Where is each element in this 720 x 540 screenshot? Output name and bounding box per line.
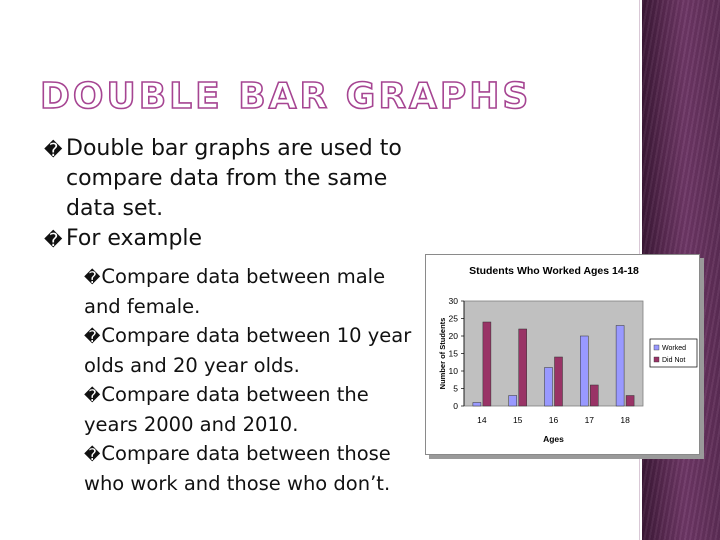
y-tick-label: 10 [449, 366, 459, 376]
legend-label: Did Not [662, 357, 685, 364]
x-tick-label: 15 [513, 415, 523, 425]
bar-worked-17 [580, 335, 589, 407]
bar-did-not-16 [554, 356, 563, 407]
x-axis-label: Ages [543, 434, 564, 444]
bullet-marker-icon: � [44, 230, 63, 251]
legend-box [649, 338, 698, 368]
bullet-text: For example [66, 226, 203, 251]
bar-did-not-15 [518, 328, 527, 407]
sub-bullet-item: �Compare data between 10 year olds and 2… [84, 321, 424, 380]
bullet-item: � Double bar graphs are used to compare … [44, 134, 424, 224]
y-tick-label: 0 [453, 401, 458, 411]
bullet-marker-icon: � [84, 386, 101, 405]
bar-did-not-17 [590, 384, 599, 407]
bullet-list: � Double bar graphs are used to compare … [44, 134, 424, 498]
bar-worked-18 [615, 325, 625, 407]
legend-swatch-did-not [653, 356, 660, 363]
y-tick-label: 5 [453, 384, 458, 394]
y-tick-label: 15 [449, 349, 459, 359]
x-tick-label: 17 [585, 415, 595, 425]
x-tick-label: 14 [477, 415, 487, 425]
sub-bullet-text: Compare data between those who work and … [84, 442, 391, 495]
y-tick-label: 20 [449, 331, 459, 341]
chart-frame: Students Who Worked Ages 14-18 0 5 10 15 20 25… [425, 254, 700, 455]
sub-bullet-item: �Compare data between those who work and… [84, 439, 424, 498]
bar-worked-14 [472, 402, 482, 407]
bullet-item: � For example [44, 224, 424, 254]
sub-bullet-text: Compare data between the years 2000 and … [84, 383, 369, 436]
sub-bullet-item: �Compare data between the years 2000 and… [84, 380, 424, 439]
bar-chart: Students Who Worked Ages 14-18 0 5 10 15 20 25… [438, 265, 698, 444]
bullet-marker-icon: � [84, 445, 101, 464]
sub-bullet-text: Compare data between 10 year olds and 20… [84, 324, 412, 377]
sub-bullet-text: Compare data between male and female. [84, 265, 386, 318]
bullet-text: Double bar graphs are used to compare da… [66, 136, 402, 221]
sub-bullet-item: �Compare data between male and female. [84, 262, 424, 321]
x-tick-label: 18 [620, 415, 630, 425]
bar-did-not-14 [482, 321, 492, 407]
chart-title: Students Who Worked Ages 14-18 [469, 265, 639, 277]
x-tick-label: 16 [549, 415, 559, 425]
y-axis-label: Number of Students [438, 318, 447, 390]
bar-did-not-18 [625, 395, 635, 407]
bullet-marker-icon: � [84, 327, 101, 346]
y-tick-label: 25 [449, 314, 459, 324]
legend-label: Worked [662, 345, 686, 352]
slide-title: DOUBLE BAR GRAPHS [39, 76, 532, 117]
bar-worked-15 [508, 395, 517, 407]
legend-swatch-worked [653, 344, 660, 351]
bullet-marker-icon: � [44, 140, 63, 161]
bullet-marker-icon: � [84, 268, 101, 287]
y-tick-label: 30 [449, 296, 459, 306]
bar-worked-16 [544, 367, 553, 407]
